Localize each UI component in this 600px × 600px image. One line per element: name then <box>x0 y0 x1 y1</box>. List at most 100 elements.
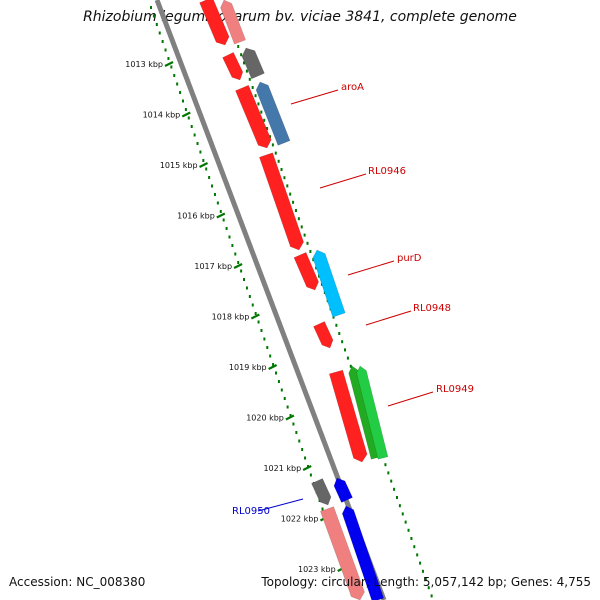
ruler-dot <box>304 456 307 460</box>
ruler-dot <box>283 397 286 400</box>
outer-dot <box>390 479 393 483</box>
ruler-dot <box>190 125 193 128</box>
ruler-dot <box>263 337 266 341</box>
label-connector-line <box>347 260 395 276</box>
outer-dot <box>315 266 318 270</box>
features-layer <box>199 0 389 600</box>
ruler-tick-mark <box>302 465 312 471</box>
gene-label[interactable]: RL0950 <box>232 506 270 517</box>
gene-feature-arrow[interactable] <box>341 505 385 600</box>
gene-feature-arrow[interactable] <box>328 369 368 463</box>
outer-dot <box>260 110 263 114</box>
outer-dot <box>332 315 335 319</box>
ruler-dot <box>309 473 312 477</box>
outer-dot <box>251 86 254 89</box>
gene-feature-arrow[interactable] <box>222 51 244 81</box>
label-connector-line <box>290 89 339 105</box>
ruler-dot <box>280 388 283 392</box>
ruler-tick-label: 1021 kbp <box>263 464 301 473</box>
gene-feature-arrow[interactable] <box>293 252 319 291</box>
gene-feature-arrow[interactable] <box>333 477 353 503</box>
outer-dot <box>344 348 347 352</box>
ruler-tick-mark <box>285 414 295 421</box>
ruler-dot <box>248 295 251 298</box>
gene-feature-arrow[interactable] <box>312 249 346 318</box>
gene-label[interactable]: RL0946 <box>368 166 406 177</box>
gene-feature-arrow[interactable] <box>313 321 334 349</box>
outer-dot <box>309 250 312 253</box>
ruler-tick-mark <box>216 212 226 219</box>
ruler-ticks: 1013 kbp 1014 kbp 1015 kbp 1016 kbp 1017 kbp… <box>125 60 347 574</box>
outer-dot <box>297 217 300 221</box>
outer-dot <box>387 471 390 475</box>
outer-dot <box>416 553 419 557</box>
ruler-dot <box>158 31 161 35</box>
ruler-dot <box>257 320 260 324</box>
gene-feature-arrow[interactable] <box>255 81 291 146</box>
ruler-dot <box>193 133 196 137</box>
outer-dot <box>410 537 413 540</box>
gene-label[interactable]: RL0949 <box>436 384 474 395</box>
ruler-dot <box>170 65 173 69</box>
outer-dot <box>268 135 271 139</box>
ruler-dot <box>173 74 176 77</box>
ruler-dot <box>225 227 228 230</box>
outer-dot <box>407 528 410 532</box>
ruler-tick-mark <box>250 313 260 320</box>
accession-text: Accession: NC_008380 <box>9 575 146 589</box>
outer-dot <box>243 61 246 65</box>
gene-feature-arrow[interactable] <box>259 152 304 251</box>
ruler-dot <box>228 235 231 239</box>
ruler-dot <box>205 167 208 171</box>
ruler-dot <box>184 108 187 111</box>
outer-dot <box>384 463 387 467</box>
ruler-tick-label: 1017 kbp <box>194 262 232 271</box>
outer-dot <box>266 127 269 130</box>
outer-dot <box>248 77 251 81</box>
label-connector-line <box>257 498 304 512</box>
ruler-dot <box>301 448 304 451</box>
gene-feature-arrow[interactable] <box>235 84 272 149</box>
genome-summary-text: Topology: circular; Length: 5,057,142 bp… <box>261 575 591 589</box>
outer-dot <box>280 168 283 171</box>
ruler-dot <box>181 99 184 103</box>
gene-label[interactable]: RL0948 <box>413 303 451 314</box>
ruler-dot <box>208 176 211 179</box>
ruler-dot <box>321 507 324 511</box>
ruler-dot <box>269 354 272 358</box>
outer-dot <box>338 332 341 335</box>
gene-feature-arrow[interactable] <box>199 0 230 46</box>
outer-dot <box>277 159 280 163</box>
gene-label[interactable]: aroA <box>341 82 364 93</box>
ruler-dot <box>213 193 216 196</box>
ruler-tick-label: 1014 kbp <box>143 111 181 120</box>
outer-dot <box>424 578 427 581</box>
ruler-dot <box>161 40 164 43</box>
outer-dot <box>335 323 338 327</box>
ruler-dot <box>150 6 152 9</box>
ruler-dot <box>251 303 254 307</box>
ruler-dot <box>167 57 170 60</box>
outer-dot <box>303 233 306 237</box>
outer-dot <box>341 340 344 344</box>
outer-dot <box>393 487 396 491</box>
outer-dot <box>257 102 260 106</box>
ruler-tick-mark <box>268 364 278 370</box>
outer-dot <box>395 496 398 499</box>
gene-feature-arrow[interactable] <box>311 478 332 506</box>
outer-dot <box>237 45 240 48</box>
gene-feature-arrow[interactable] <box>356 365 389 460</box>
gene-feature-arrow[interactable] <box>220 0 246 45</box>
gene-labels: aroA RL0946 purD RL0948 RL0949 RL0950 <box>232 82 474 517</box>
ruler-dot <box>237 261 240 264</box>
ruler-tick-label: 1015 kbp <box>160 161 198 170</box>
gene-label[interactable]: purD <box>397 253 422 264</box>
label-connector-line <box>319 173 367 189</box>
ruler-dot <box>155 23 158 26</box>
gene-feature-arrow[interactable] <box>320 506 365 600</box>
gene-feature-arrow[interactable] <box>241 47 265 80</box>
ruler-dot <box>187 116 190 120</box>
ruler-dot <box>298 439 301 443</box>
outer-dot <box>430 594 433 598</box>
